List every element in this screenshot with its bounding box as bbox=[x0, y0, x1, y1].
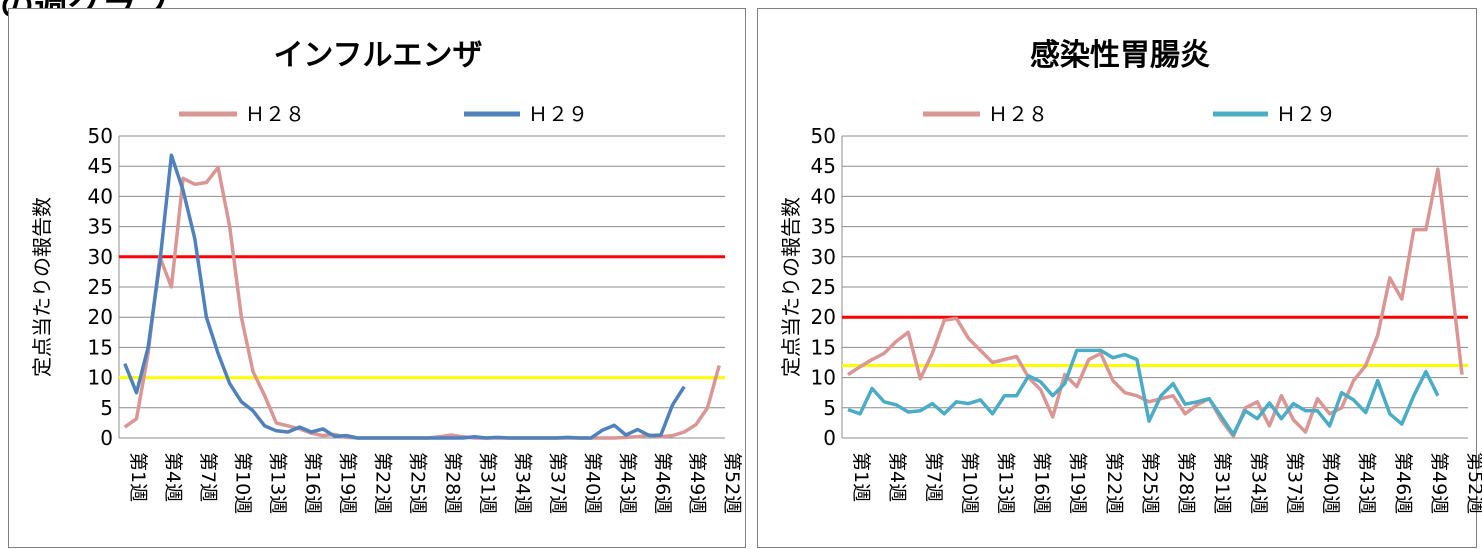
chart-panel-gastroenteritis: 感染性胃腸炎 Ｈ２８ Ｈ２９ 0 5 10 15 20 25 30 35 40 45 50 定点当たりの報告… bbox=[757, 8, 1482, 548]
y-tick-label: 50 bbox=[88, 124, 113, 148]
x-tick-label: 第46週 bbox=[1392, 452, 1414, 514]
legend-label: Ｈ２８ bbox=[245, 102, 305, 126]
x-tick-label: 第19週 bbox=[1067, 452, 1089, 514]
x-tick-label: 第1週 bbox=[850, 452, 872, 502]
x-tick-label: 第49週 bbox=[686, 452, 708, 514]
y-tick-label: 0 bbox=[100, 426, 113, 450]
x-tick-label: 第16週 bbox=[1031, 452, 1053, 514]
x-tick-label: 第25週 bbox=[1139, 452, 1161, 514]
series-line bbox=[123, 153, 686, 440]
y-tick-label: 5 bbox=[823, 396, 836, 420]
y-tick-label: 25 bbox=[811, 275, 836, 299]
x-tick-label: 第37週 bbox=[546, 452, 568, 514]
x-tick-label: 第7週 bbox=[922, 452, 944, 502]
legend-label: Ｈ２９ bbox=[528, 102, 588, 126]
x-tick-label: 第49週 bbox=[1428, 452, 1450, 514]
y-tick-label: 30 bbox=[811, 245, 836, 269]
x-tick-label: 第4週 bbox=[886, 452, 908, 502]
x-tick-label: 第46週 bbox=[651, 452, 673, 514]
x-tick-label: 第52週 bbox=[721, 452, 743, 514]
series-line bbox=[847, 348, 1440, 437]
x-tick-label: 第4週 bbox=[162, 452, 184, 502]
y-tick-label: 45 bbox=[88, 154, 113, 178]
x-tick-label: 第22週 bbox=[372, 452, 394, 514]
y-tick-label: 40 bbox=[811, 184, 836, 208]
x-tick-label: 第34週 bbox=[511, 452, 533, 514]
x-tick-label: 第37週 bbox=[1283, 452, 1305, 514]
x-tick-label: 第31週 bbox=[1211, 452, 1233, 514]
series-line bbox=[123, 165, 721, 440]
chart-title: 感染性胃腸炎 bbox=[1030, 38, 1210, 73]
y-tick-label: 20 bbox=[811, 305, 836, 329]
x-tick-label: 第31週 bbox=[476, 452, 498, 514]
y-tick-label: 10 bbox=[88, 366, 113, 390]
x-tick-label: 第40週 bbox=[581, 452, 603, 514]
y-axis-label: 定点当たりの報告数 bbox=[30, 197, 54, 377]
y-tick-label: 40 bbox=[88, 184, 113, 208]
x-tick-label: 第34週 bbox=[1247, 452, 1269, 514]
influenza-chart-svg: インフルエンザ Ｈ２８ Ｈ２９ 0 5 10 15 20 25 30 35 40 45 50 定点当たりの報… bbox=[30, 38, 743, 514]
chart-panel-influenza: インフルエンザ Ｈ２８ Ｈ２９ 0 5 10 15 20 25 30 35 40 45 50 定点当たりの報… bbox=[8, 8, 746, 548]
x-tick-label: 第19週 bbox=[337, 452, 359, 514]
x-tick-label: 第7週 bbox=[197, 452, 219, 502]
legend-label: Ｈ２９ bbox=[1276, 102, 1336, 126]
x-tick-label: 第43週 bbox=[616, 452, 638, 514]
x-tick-label: 第52週 bbox=[1464, 452, 1482, 514]
x-tick-label: 第40週 bbox=[1320, 452, 1342, 514]
y-tick-label: 20 bbox=[88, 305, 113, 329]
y-tick-label: 15 bbox=[811, 335, 836, 359]
legend-label: Ｈ２８ bbox=[988, 102, 1048, 126]
x-tick-label: 第13週 bbox=[267, 452, 289, 514]
x-tick-label: 第10週 bbox=[958, 452, 980, 514]
x-tick-label: 第16週 bbox=[302, 452, 324, 514]
y-tick-label: 0 bbox=[823, 426, 836, 450]
y-axis-label: 定点当たりの報告数 bbox=[779, 197, 803, 377]
y-tick-label: 25 bbox=[88, 275, 113, 299]
y-tick-label: 45 bbox=[811, 154, 836, 178]
x-tick-label: 第22週 bbox=[1103, 452, 1125, 514]
chart-title: インフルエンザ bbox=[273, 38, 482, 73]
y-tick-label: 35 bbox=[88, 215, 113, 239]
y-tick-label: 50 bbox=[811, 124, 836, 148]
y-tick-label: 30 bbox=[88, 245, 113, 269]
x-tick-label: 第25週 bbox=[407, 452, 429, 514]
x-tick-label: 第10週 bbox=[232, 452, 254, 514]
x-tick-label: 第28週 bbox=[441, 452, 463, 514]
x-tick-label: 第28週 bbox=[1175, 452, 1197, 514]
y-tick-label: 35 bbox=[811, 215, 836, 239]
gastroenteritis-chart-svg: 感染性胃腸炎 Ｈ２８ Ｈ２９ 0 5 10 15 20 25 30 35 40 45 50 定点当たりの報告… bbox=[779, 38, 1482, 514]
y-tick-label: 10 bbox=[811, 366, 836, 390]
series-line bbox=[847, 167, 1464, 438]
y-tick-label: 15 bbox=[88, 335, 113, 359]
y-tick-label: 5 bbox=[100, 396, 113, 420]
x-tick-label: 第43週 bbox=[1356, 452, 1378, 514]
x-tick-label: 第1週 bbox=[127, 452, 149, 502]
x-tick-label: 第13週 bbox=[994, 452, 1016, 514]
